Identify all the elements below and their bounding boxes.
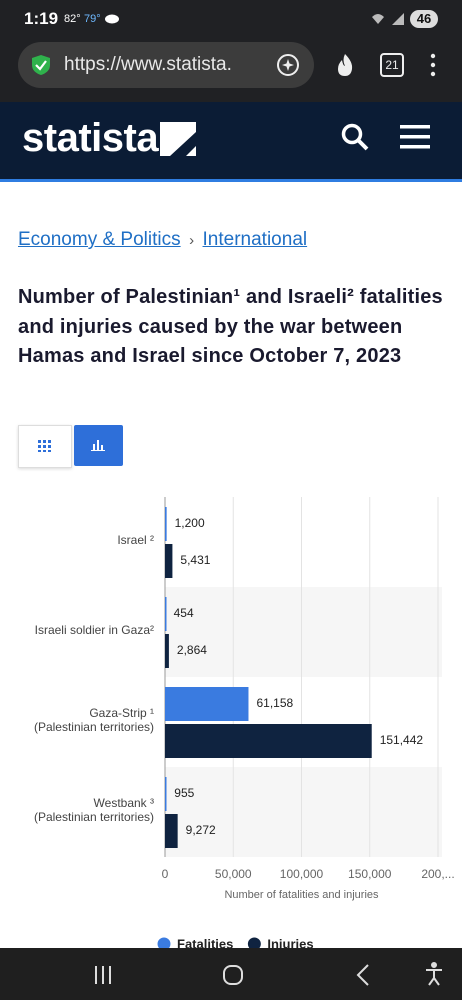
secure-icon	[32, 55, 50, 75]
url: https://www.statista.	[64, 54, 232, 75]
x-tick-label: 150,000	[348, 867, 392, 881]
chart-area: 0 50,000 100,000 150,000 200,... Number of fa…	[0, 490, 462, 951]
time: 1:19	[24, 9, 59, 28]
band-background	[165, 587, 442, 677]
battery: 46	[410, 10, 438, 28]
category-label: Israeli soldier in Gaza²	[34, 623, 154, 637]
x-axis-title: Number of fatalities and injuries	[224, 889, 379, 901]
url-bar[interactable]: https://www.statista.	[18, 42, 314, 88]
assistant-icon[interactable]	[276, 53, 300, 77]
value-label: 151,442	[380, 733, 424, 747]
value-label: 454	[174, 606, 194, 620]
signal-icons	[372, 13, 404, 25]
breadcrumb: Economy & Politics › International	[18, 229, 307, 251]
bar	[165, 507, 167, 541]
value-label: 5,431	[180, 553, 210, 567]
home[interactable]	[223, 965, 243, 985]
table-view-button[interactable]	[18, 425, 72, 468]
logo[interactable]: statista	[22, 116, 159, 160]
grid-icon	[38, 440, 51, 452]
legend-label: Fatalities	[177, 936, 233, 948]
category-label: Gaza-Strip ¹ (Palestinian territories)	[33, 706, 154, 734]
x-tick-label: 100,000	[280, 867, 324, 881]
breadcrumb-link[interactable]: Economy & Politics	[18, 229, 181, 250]
legend-label: Injuries	[267, 936, 313, 948]
back[interactable]	[356, 964, 369, 986]
recent-apps[interactable]	[95, 966, 111, 984]
menu-icon[interactable]	[400, 124, 430, 150]
bar	[165, 597, 167, 631]
band-background	[165, 767, 442, 857]
value-label: 9,272	[186, 823, 216, 837]
separator: ›	[189, 232, 195, 249]
status-bar: 1:19 82° 79° 46	[0, 0, 462, 38]
flame-icon[interactable]	[334, 52, 356, 78]
bar-icon	[91, 440, 105, 451]
category-label: Westbank ³ (Palestinian territories)	[33, 796, 154, 824]
x-tick-label: 0	[162, 867, 169, 881]
value-label: 955	[174, 786, 194, 800]
x-tick-label: 50,000	[215, 867, 252, 881]
value-label: 1,200	[175, 516, 205, 530]
legend-marker	[247, 937, 261, 951]
chart: 0 50,000 100,000 150,000 200,... Number of fa…	[157, 497, 455, 951]
legend-marker	[157, 937, 171, 951]
tab-count[interactable]: 21	[380, 53, 404, 77]
breadcrumb-link[interactable]: International	[202, 229, 308, 250]
logo-mark	[160, 122, 196, 156]
menu-icon[interactable]	[428, 52, 438, 78]
bar	[165, 687, 249, 721]
bar	[165, 724, 372, 758]
bar	[165, 777, 167, 811]
search-icon[interactable]	[340, 122, 370, 152]
category-label: Israel ²	[117, 533, 154, 547]
temperature: 82°	[64, 13, 81, 25]
bar	[165, 814, 178, 848]
bar	[165, 634, 169, 668]
site-header: statista	[0, 102, 462, 182]
nav-icons	[95, 962, 442, 986]
chart-view-button[interactable]	[74, 425, 123, 466]
bar	[165, 544, 173, 578]
chart-title: Number of Palestinian¹ and Israeli² fata…	[18, 286, 443, 367]
value-label: 2,864	[177, 643, 207, 657]
value-label: 61,158	[256, 696, 293, 710]
navigation-bar	[0, 948, 462, 1000]
x-tick-label: 200,...	[421, 867, 454, 881]
cloud-icon	[105, 14, 119, 24]
temperature: 79°	[84, 13, 101, 25]
browser-bar: https://www.statista. 21	[0, 38, 462, 102]
accessibility[interactable]	[426, 962, 442, 986]
